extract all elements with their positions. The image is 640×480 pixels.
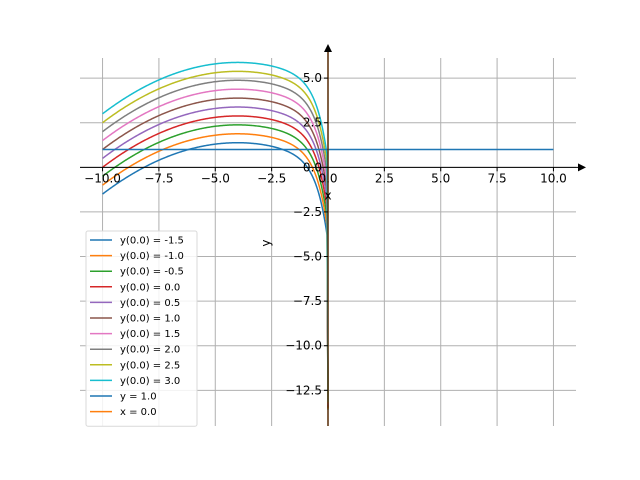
x-tick-label: 2.5 <box>375 171 394 185</box>
series-line <box>102 88 329 405</box>
x-tick-label: 10.0 <box>540 171 567 185</box>
y-tick-label: 0.0 <box>303 160 322 174</box>
legend-label: y(0.0) = 0.5 <box>120 298 180 309</box>
legend-label: y = 1.0 <box>120 392 157 403</box>
y-tick-label: 5.0 <box>303 71 322 85</box>
series-line <box>102 106 329 407</box>
y-axis-arrow <box>324 44 332 52</box>
y-tick-label: −12.5 <box>285 383 322 397</box>
y-tick-label: 2.5 <box>303 116 322 130</box>
y-tick-label: −5.0 <box>293 250 322 264</box>
x-tick-label: 0.0 <box>318 171 337 185</box>
series-line <box>102 124 329 409</box>
legend-label: y(0.0) = 2.5 <box>120 360 180 371</box>
legend-label: y(0.0) = 3.0 <box>120 376 180 387</box>
y-tick-label: −7.5 <box>293 294 322 308</box>
legend-label: y(0.0) = -1.5 <box>120 236 184 247</box>
y-tick-label: −10.0 <box>285 339 322 353</box>
x-tick-label: −5.0 <box>201 171 230 185</box>
x-axis-arrow <box>578 163 586 172</box>
legend: y(0.0) = -1.5 y(0.0) = -1.0 y(0.0) = -0.5 y… <box>85 230 198 427</box>
series-line <box>102 133 329 410</box>
x-tick-label: −2.5 <box>257 171 286 185</box>
tick-labels: −10.0 −7.5 −5.0 −2.5 0.0 2.5 5.0 7.5 10.0 5.0 2.5 0… <box>84 71 567 397</box>
x-axis-label: x <box>324 188 331 202</box>
legend-label: y(0.0) = 1.0 <box>120 314 180 325</box>
legend-label: y(0.0) = 0.0 <box>120 282 180 293</box>
legend-label: y(0.0) = 2.0 <box>120 345 180 356</box>
x-tick-label: 7.5 <box>488 171 507 185</box>
x-tick-label: −7.5 <box>144 171 173 185</box>
series-line <box>102 61 329 402</box>
x-tick-label: −10.0 <box>84 171 121 185</box>
legend-label: y(0.0) = 1.5 <box>120 329 180 340</box>
y-tick-label: −2.5 <box>293 205 322 219</box>
series-line <box>102 97 329 406</box>
series-line <box>102 141 329 410</box>
x-tick-label: 5.0 <box>431 171 450 185</box>
legend-label: y(0.0) = -1.0 <box>120 251 184 262</box>
legend-label: x = 0.0 <box>120 407 157 418</box>
legend-box <box>85 230 198 427</box>
series-line <box>102 70 329 403</box>
y-axis-label: y <box>259 239 273 246</box>
series-line <box>102 115 329 408</box>
legend-label: y(0.0) = -0.5 <box>120 267 184 278</box>
series-line <box>102 79 329 404</box>
